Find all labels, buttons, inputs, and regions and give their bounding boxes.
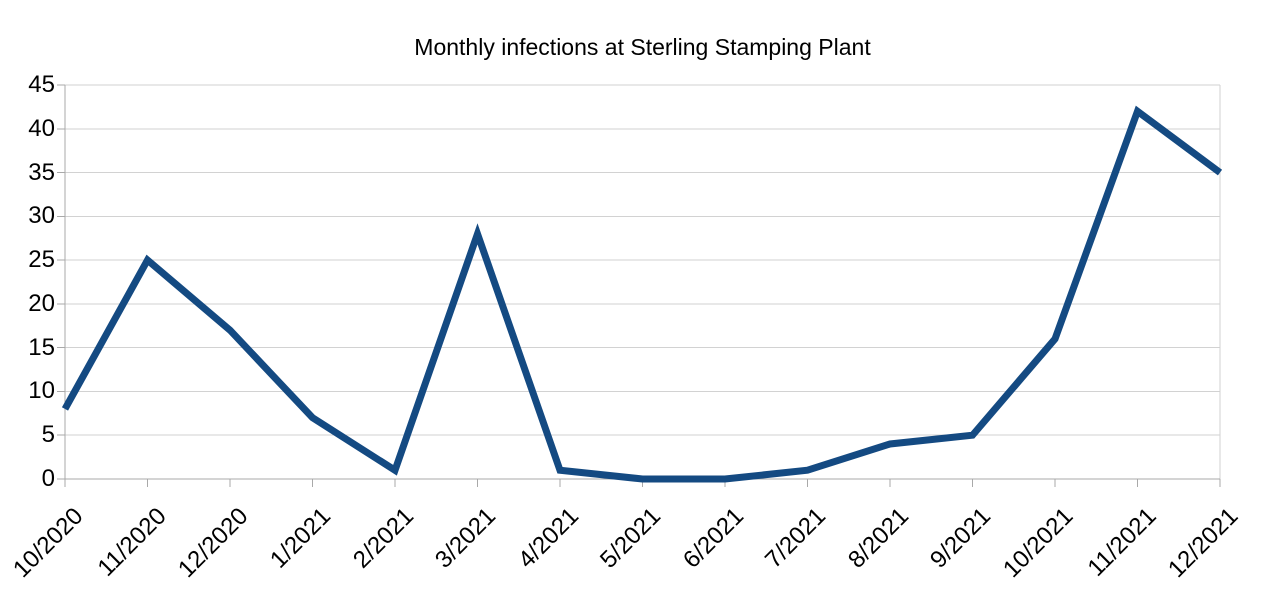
y-axis-label: 0 — [41, 465, 55, 492]
chart-title: Monthly infections at Sterling Stamping … — [414, 34, 871, 60]
data-series-line — [61, 105, 1223, 483]
y-axis-label: 45 — [28, 71, 55, 98]
y-axis-label: 5 — [41, 421, 55, 449]
y-axis-label: 30 — [28, 202, 55, 230]
y-axis-label: 15 — [28, 333, 55, 361]
y-axis-label: 40 — [28, 114, 55, 142]
y-axis-label: 25 — [28, 246, 55, 274]
y-axis-label: 35 — [28, 158, 55, 186]
y-axis-label: 10 — [28, 377, 55, 405]
y-axis-label: 20 — [28, 289, 55, 317]
